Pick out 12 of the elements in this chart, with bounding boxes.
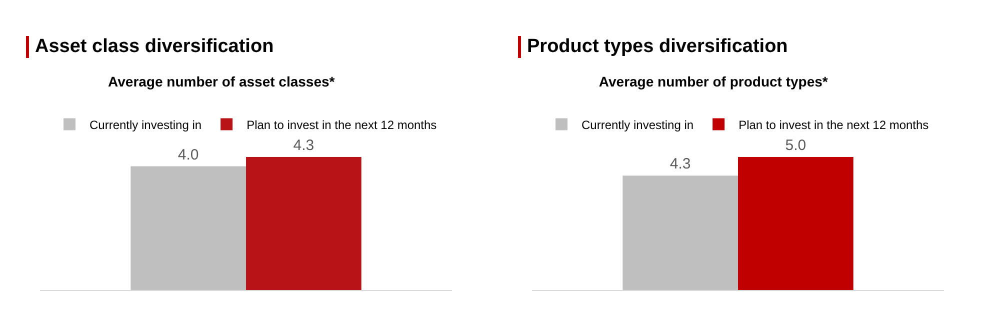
legend-label: Currently investing in [90,118,202,132]
legend-label: Currently investing in [582,118,694,132]
legend-label: Plan to invest in the next 12 months [738,118,929,132]
chart-subtitle: Average number of product types* [598,74,828,90]
data-label: 4.3 [293,137,314,154]
chart-subtitle: Average number of asset classes* [108,74,336,90]
data-label: 4.0 [178,146,199,164]
data-label: 5.0 [785,137,806,154]
data-label: 4.3 [670,156,691,173]
chart-title: Product types diversification [527,36,788,58]
chart-title: Asset class diversification [35,36,274,58]
legend-label: Plan to invest in the next 12 months [246,118,437,132]
